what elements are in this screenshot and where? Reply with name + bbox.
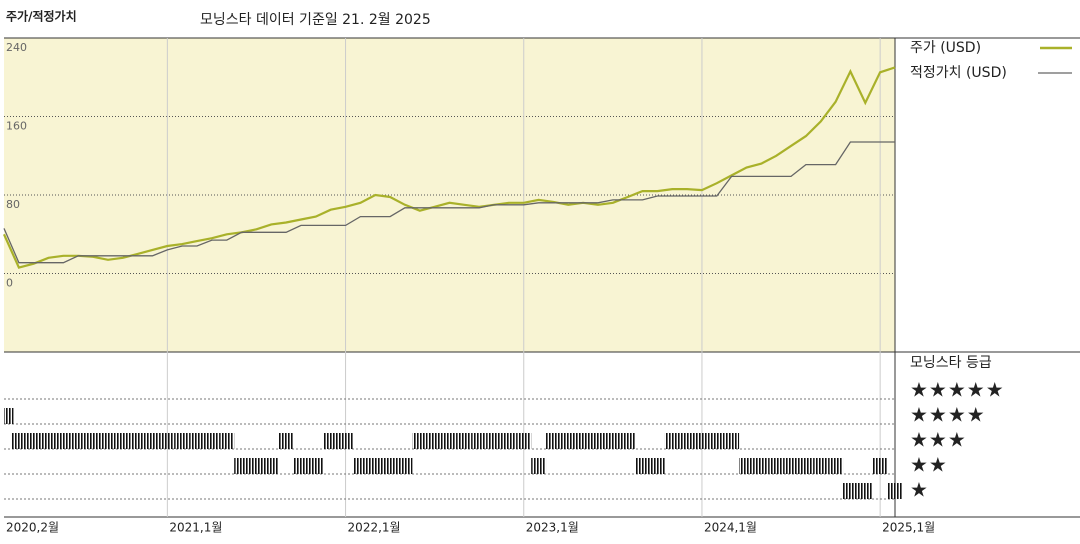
rating-mark (709, 433, 725, 449)
legend-label: 주가 (USD) (910, 40, 981, 56)
rating-level-label: ★★ (910, 453, 948, 477)
rating-mark (649, 458, 665, 474)
x-tick-label: 2025,1월 (882, 521, 935, 535)
rating-mark (323, 433, 339, 449)
series-line (3, 141, 895, 264)
rating-level-label: ★★★★★ (910, 378, 1005, 402)
x-tick-label: 2022,1월 (348, 521, 401, 535)
x-tick-label: 2023,1월 (526, 521, 579, 535)
rating-mark (694, 433, 710, 449)
rating-mark (501, 433, 517, 449)
rating-mark (531, 458, 547, 474)
rating-mark (189, 433, 205, 449)
y-tick-label: 80 (6, 198, 20, 211)
rating-mark (887, 483, 903, 499)
rating-mark (427, 433, 443, 449)
rating-mark (679, 433, 695, 449)
rating-mark (115, 433, 131, 449)
rating-mark (753, 458, 769, 474)
rating-mark (798, 458, 814, 474)
y-tick-label: 0 (6, 277, 13, 290)
rating-mark (26, 433, 42, 449)
rating-mark (857, 483, 873, 499)
chart-title: 주가/적정가치 (6, 9, 77, 24)
rating-mark (635, 458, 650, 474)
rating-mark (605, 433, 621, 449)
rating-mark (234, 458, 250, 474)
rating-mark (352, 458, 368, 474)
rating-level-label: ★ (910, 478, 929, 502)
rating-mark (11, 433, 27, 449)
rating-mark (41, 433, 56, 449)
rating-mark (724, 433, 740, 449)
rating-mark (145, 433, 160, 449)
rating-mark (768, 458, 784, 474)
rating-mark (174, 433, 190, 449)
rating-title: 모닝스타 등급 (910, 355, 992, 371)
rating-mark (664, 433, 680, 449)
series-line (2, 66, 896, 269)
rating-mark (382, 458, 398, 474)
rating-level-label: ★★★ (910, 428, 967, 452)
rating-level-label: ★★★★ (910, 403, 986, 427)
rating-mark (828, 458, 844, 474)
rating-mark (590, 433, 606, 449)
rating-mark (471, 433, 487, 449)
rating-mark (85, 433, 101, 449)
rating-mark (813, 458, 829, 474)
plot-background (4, 38, 895, 352)
rating-mark (783, 458, 799, 474)
x-tick-label: 2021,1월 (169, 521, 222, 535)
rating-mark (338, 433, 353, 449)
rating-mark (442, 433, 457, 449)
rating-mark (100, 433, 116, 449)
rating-mark (249, 458, 264, 474)
rating-mark (620, 433, 636, 449)
rating-mark (560, 433, 576, 449)
rating-mark (159, 433, 175, 449)
rating-mark (575, 433, 591, 449)
y-tick-label: 160 (6, 120, 27, 133)
rating-mark (397, 458, 413, 474)
rating-mark (486, 433, 502, 449)
x-tick-label: 2020,2월 (6, 521, 59, 535)
legend-label: 적정가치 (USD) (910, 65, 1007, 81)
rating-mark (4, 408, 14, 424)
rating-mark (843, 483, 858, 499)
rating-mark (308, 458, 324, 474)
rating-mark (278, 433, 294, 449)
x-tick-label: 2024,1월 (704, 521, 757, 535)
rating-mark (516, 433, 532, 449)
y-tick-label: 240 (6, 41, 27, 54)
rating-mark (263, 458, 279, 474)
rating-mark (219, 433, 235, 449)
rating-mark (456, 433, 472, 449)
rating-mark (293, 458, 309, 474)
rating-mark (546, 433, 561, 449)
rating-mark (872, 458, 888, 474)
rating-mark (739, 458, 754, 474)
rating-mark (130, 433, 146, 449)
rating-mark (55, 433, 71, 449)
chart-subtitle: 모닝스타 데이터 기준일 21. 2월 2025 (200, 12, 431, 28)
rating-mark (412, 433, 428, 449)
rating-mark (367, 458, 383, 474)
rating-mark (70, 433, 86, 449)
rating-mark (204, 433, 220, 449)
